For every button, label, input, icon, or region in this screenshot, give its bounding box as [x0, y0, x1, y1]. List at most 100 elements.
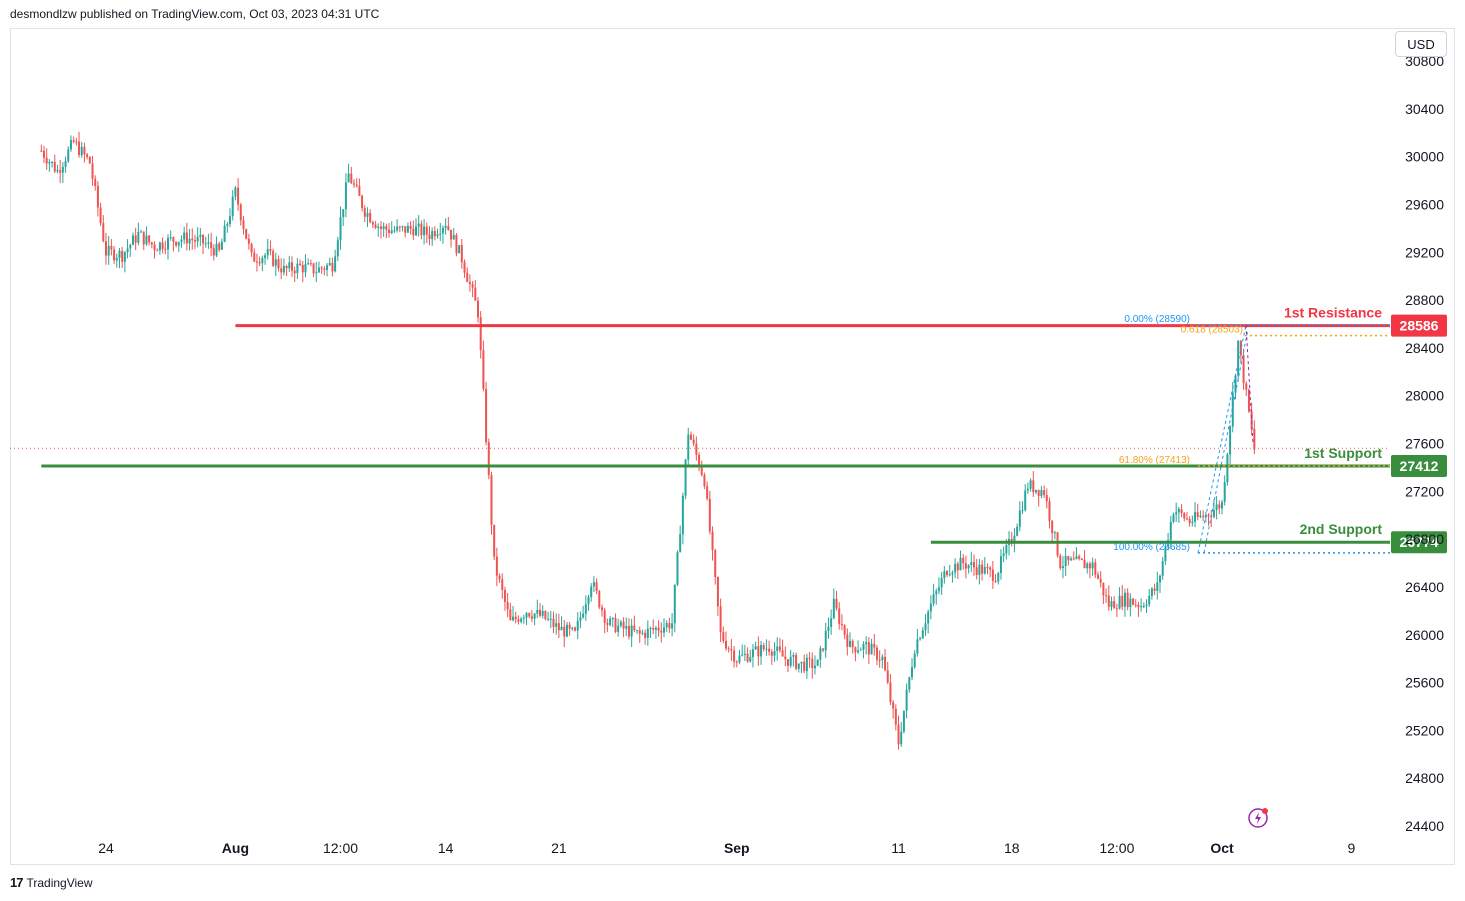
candle	[894, 704, 897, 731]
candle	[167, 234, 169, 260]
candle	[266, 238, 269, 260]
candle	[312, 262, 315, 278]
candle	[1059, 553, 1062, 571]
candle	[382, 222, 385, 237]
candle	[547, 611, 550, 622]
candle	[1247, 388, 1250, 413]
candle	[541, 605, 544, 619]
candle	[196, 227, 199, 248]
candle	[509, 602, 512, 621]
candle	[301, 260, 304, 283]
candle	[1177, 506, 1180, 523]
x-tick-label: 12:00	[1099, 840, 1134, 856]
candle	[463, 259, 466, 278]
candle	[1188, 516, 1191, 527]
candle	[1072, 551, 1075, 561]
candle	[698, 452, 701, 472]
candle	[1148, 589, 1151, 608]
candle	[606, 618, 609, 632]
candle	[210, 232, 213, 257]
candle	[412, 220, 415, 240]
candle	[1242, 348, 1245, 390]
candle	[730, 639, 733, 661]
candle	[67, 146, 70, 163]
candle	[611, 617, 614, 628]
y-tick-label: 24400	[1405, 818, 1444, 834]
candle	[614, 613, 617, 634]
candle	[528, 612, 531, 619]
candle	[1010, 531, 1013, 547]
candle	[1172, 512, 1175, 524]
candle	[207, 233, 210, 249]
levels-layer: 1st Resistance 28586 1st Support 27412 2nd S…	[10, 305, 1447, 554]
candle	[676, 550, 679, 587]
candle	[285, 264, 288, 276]
candle	[1118, 587, 1121, 610]
candle	[498, 573, 501, 583]
candle	[471, 280, 474, 298]
candle	[679, 525, 682, 553]
candle	[711, 526, 714, 561]
candle	[792, 652, 795, 667]
candle	[770, 649, 773, 665]
candle	[369, 209, 372, 224]
candle	[72, 136, 75, 144]
candle	[576, 612, 579, 640]
candle	[137, 222, 140, 246]
lightning-icon[interactable]	[1248, 808, 1268, 828]
candle	[317, 261, 320, 273]
candle	[347, 163, 350, 183]
candle	[1099, 571, 1102, 588]
x-tick-label: 9	[1347, 840, 1355, 856]
candle	[1237, 340, 1240, 382]
candle	[824, 622, 827, 658]
candle	[145, 226, 148, 246]
currency-button[interactable]: USD	[1395, 31, 1447, 57]
candle	[466, 267, 469, 283]
candle	[512, 606, 515, 622]
candle	[258, 256, 261, 267]
candle	[247, 233, 250, 250]
candle	[482, 340, 485, 392]
candle	[897, 715, 900, 750]
candle	[830, 609, 833, 635]
candle	[355, 178, 358, 188]
price-badge-text: 26774	[1400, 534, 1439, 550]
candle	[913, 649, 916, 669]
candle	[946, 570, 949, 578]
y-tick-label: 28800	[1405, 292, 1444, 308]
y-tick-label: 27200	[1405, 483, 1444, 499]
candle	[654, 625, 657, 639]
candle	[773, 642, 776, 662]
candle	[1053, 530, 1056, 540]
candle	[636, 629, 639, 634]
candle	[1161, 556, 1164, 580]
candle	[582, 605, 585, 619]
candle	[342, 209, 345, 226]
candle	[172, 236, 175, 252]
candle	[625, 617, 628, 637]
candle	[363, 205, 366, 223]
candles-layer	[40, 131, 1256, 750]
candle	[131, 232, 134, 246]
candle	[778, 638, 781, 653]
candle	[565, 621, 568, 638]
candle	[1056, 531, 1059, 558]
candle	[441, 225, 444, 244]
candle	[536, 599, 539, 619]
candle	[601, 604, 603, 617]
candle	[1121, 585, 1124, 611]
candle	[377, 223, 380, 237]
candle	[415, 218, 417, 237]
fib-trendline	[1245, 325, 1254, 444]
candle	[350, 166, 353, 184]
candle	[191, 228, 194, 250]
candle	[1223, 475, 1226, 506]
candle	[102, 215, 105, 243]
candle	[689, 431, 692, 441]
candle	[975, 558, 978, 580]
candle	[105, 232, 107, 265]
publisher-line: desmondlzw published on TradingView.com,…	[10, 7, 380, 21]
candle	[714, 548, 717, 585]
